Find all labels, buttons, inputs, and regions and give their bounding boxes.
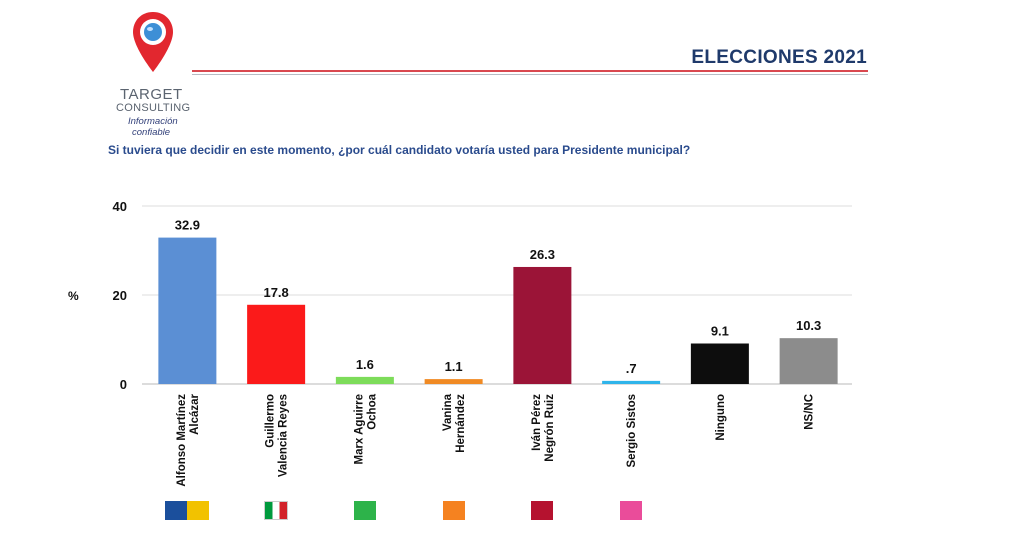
bar	[335, 376, 394, 384]
x-tick-label-line: Negrón Ruiz	[544, 394, 556, 462]
brand-name: TARGET	[120, 86, 183, 103]
x-tick-label-line: Alcázar	[189, 393, 201, 434]
survey-question: Si tuviera que decidir en este momento, …	[108, 143, 691, 157]
fuerza-mexico-logo	[620, 501, 643, 520]
x-tick-label-line: Ninguno	[715, 394, 727, 441]
bar	[779, 338, 838, 384]
x-tick-label-line: Valencia Reyes	[278, 394, 290, 477]
bar	[158, 237, 217, 384]
movimiento-ciudadano-logo	[442, 501, 465, 520]
morena-logo	[531, 501, 554, 520]
header-rule-red	[192, 70, 868, 72]
data-label: .7	[626, 361, 637, 376]
y-tick-label: 40	[113, 199, 127, 214]
x-tick-label-line: Marx Aguirre	[353, 394, 365, 465]
data-label: 26.3	[530, 247, 555, 262]
x-tick-label-line: Iván Pérez	[531, 394, 543, 451]
x-tick-label: NS/NC	[804, 394, 816, 430]
x-tick-label: Alfonso Martínez Alcázar	[176, 393, 201, 486]
y-tick-label: 0	[120, 377, 127, 392]
x-tick-label: Sergio Sistos	[626, 394, 638, 468]
x-tick-label: Guillermo Valencia Reyes	[265, 394, 290, 477]
x-tick-label-line: Alfonso Martínez	[176, 394, 188, 487]
bar	[690, 343, 749, 384]
x-tick-label: Marx Aguirre Ochoa	[353, 393, 378, 464]
x-tick-label-line: NS/NC	[804, 394, 816, 430]
page-title: ELECCIONES 2021	[691, 47, 867, 68]
brand-subname: CONSULTING	[116, 102, 191, 114]
pan-prd-logo	[165, 501, 210, 520]
y-tick-label: 20	[113, 288, 127, 303]
x-tick-label-line: Hernández	[455, 394, 467, 453]
x-tick-label-line: Ochoa	[366, 393, 378, 429]
data-label: 9.1	[711, 324, 729, 339]
data-label: 1.1	[445, 359, 463, 374]
data-label: 1.6	[356, 357, 374, 372]
x-tick-label: Vanina Hernández	[442, 393, 467, 452]
location-pin-icon	[133, 12, 173, 72]
bar	[424, 379, 483, 384]
header-rule-gray	[192, 74, 868, 75]
x-tick-label-line: Sergio Sistos	[626, 394, 638, 468]
x-tick-label-line: Vanina	[442, 393, 454, 431]
bar	[513, 266, 572, 384]
x-tick-label: Iván Pérez Negrón Ruiz	[531, 394, 556, 462]
brand-tagline-2: confiable	[132, 127, 171, 138]
brand-tagline-1: Información	[128, 116, 178, 127]
data-label: 32.9	[175, 218, 200, 233]
x-tick-label-line: Guillermo	[265, 394, 277, 448]
data-label: 10.3	[796, 318, 821, 333]
pri-logo	[264, 501, 289, 520]
verde-logo	[353, 501, 376, 520]
data-label: 17.8	[263, 285, 288, 300]
bar	[602, 380, 661, 384]
y-axis-label: %	[68, 289, 79, 303]
x-tick-label: Ninguno	[715, 394, 727, 441]
bar	[247, 304, 306, 384]
